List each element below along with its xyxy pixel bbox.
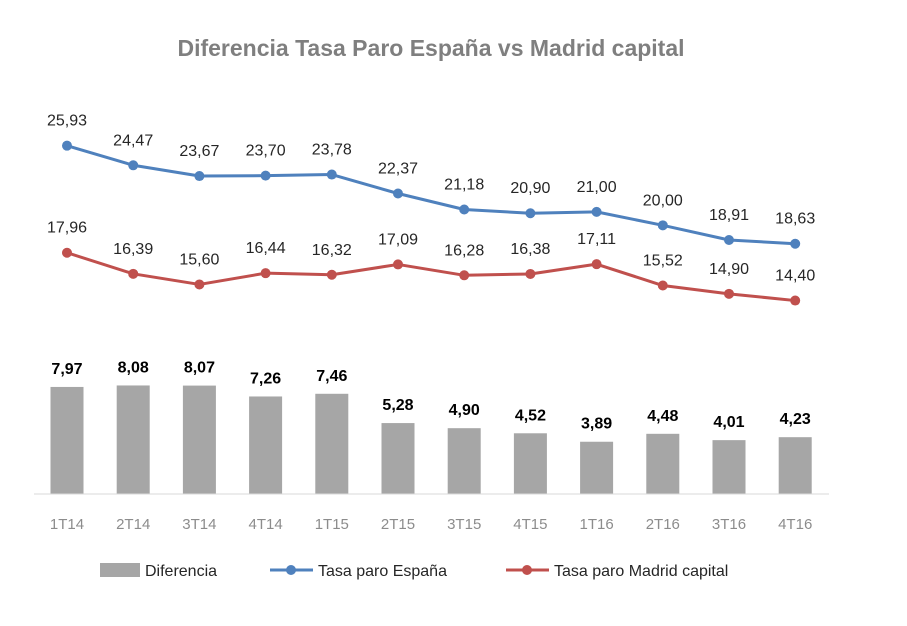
point-data-label: 23,78 [312,142,352,159]
x-tick-label: 2T15 [381,516,415,533]
data-point [62,247,72,258]
bar [513,433,547,494]
point-data-label: 16,38 [510,241,550,258]
bar [50,386,84,494]
bar-data-label: 7,97 [51,361,82,378]
x-tick-label: 3T15 [447,516,481,533]
bar [182,385,216,494]
line-series: 25,93 24,47 23,67 23,70 23,78 22,37 21,18 20,90… [47,113,815,306]
bar-data-label: 4,52 [515,407,546,424]
data-point [525,268,536,279]
x-tick-label: 4T15 [513,516,547,533]
data-point [790,295,801,306]
bar [315,393,349,494]
data-point [128,268,139,279]
data-point [194,171,205,182]
point-data-label: 20,00 [643,192,683,209]
bar-data-label: 3,89 [581,416,612,433]
data-point [393,259,403,270]
bar-data-label: 7,46 [316,368,347,385]
point-data-label: 16,44 [246,240,286,257]
bar-data-label: 4,48 [647,408,678,425]
series-line [66,251,796,303]
data-point [393,188,403,199]
point-data-label: 18,91 [709,207,749,224]
bar [381,423,415,494]
data-point [790,238,801,249]
point-data-label: 23,70 [246,143,286,160]
bar [580,441,614,494]
bar [646,433,680,494]
x-tick-labels: 1T14 2T14 3T14 4T14 1T15 2T15 3T15 4T15 1T16 2T16… [50,516,812,533]
series-line [66,144,796,246]
x-tick-label: 2T16 [646,516,680,533]
bar-series: 7,97 8,08 8,07 7,26 7,46 5,28 4,90 4,52 3,89 4,48… [50,359,812,494]
x-tick-label: 1T16 [579,516,613,533]
data-point [194,279,205,290]
data-point [724,234,734,245]
point-data-label: 16,39 [113,241,153,258]
bar-data-label: 8,08 [118,359,149,376]
point-data-label: 24,47 [113,132,153,149]
legend-label-espana: Tasa paro España [318,563,447,580]
point-data-label: 15,60 [179,251,219,268]
data-point [724,288,734,299]
point-data-label: 17,09 [378,231,418,248]
x-tick-label: 4T16 [778,516,812,533]
legend-label-madrid: Tasa paro Madrid capital [554,563,728,580]
point-data-label: 21,18 [444,176,484,193]
x-tick-label: 1T14 [50,516,84,533]
point-data-label: 14,40 [775,268,815,285]
legend: Diferencia Tasa paro España Tasa paro Ma… [100,563,728,580]
x-tick-label: 2T14 [116,516,150,533]
point-data-label: 23,67 [179,143,219,160]
x-tick-label: 4T14 [248,516,282,533]
data-point [326,269,337,280]
legend-label-diferencia: Diferencia [145,563,217,580]
legend-marker-espana [286,565,296,575]
data-point [459,204,470,215]
point-data-label: 21,00 [577,179,617,196]
bar-data-label: 5,28 [382,397,413,414]
point-data-label: 22,37 [378,160,418,177]
data-point [260,268,271,279]
x-tick-label: 3T14 [182,516,216,533]
bar [447,428,481,494]
point-data-label: 18,63 [775,211,815,228]
x-tick-label: 3T16 [712,516,746,533]
data-point [459,270,470,281]
point-data-label: 20,90 [510,180,550,197]
data-point [62,140,72,151]
bar [116,385,150,494]
bar-data-label: 7,26 [250,370,281,387]
bar-data-label: 4,01 [713,414,744,431]
point-data-label: 16,28 [444,242,484,259]
point-data-label: 17,11 [577,231,616,248]
data-point [657,280,668,291]
bar-data-label: 8,07 [184,360,215,377]
point-data-label: 15,52 [643,253,683,270]
data-point [260,170,271,181]
point-data-label: 16,32 [312,242,352,259]
point-data-label: 25,93 [47,113,87,130]
bar [712,440,746,494]
point-data-label: 14,90 [709,261,749,278]
bar-data-label: 4,90 [449,402,480,419]
data-point [591,259,602,270]
data-point [657,220,668,231]
x-tick-label: 1T15 [315,516,349,533]
point-data-label: 17,96 [47,220,87,237]
data-point [525,208,536,219]
data-point [128,160,139,171]
bar [249,396,283,494]
legend-marker-madrid [522,565,532,575]
legend-swatch-diferencia [100,563,140,577]
chart-title: Diferencia Tasa Paro España vs Madrid ca… [177,35,684,61]
bar [778,437,812,494]
data-point [591,206,602,217]
bar-data-label: 4,23 [780,411,811,428]
data-point [326,169,337,180]
